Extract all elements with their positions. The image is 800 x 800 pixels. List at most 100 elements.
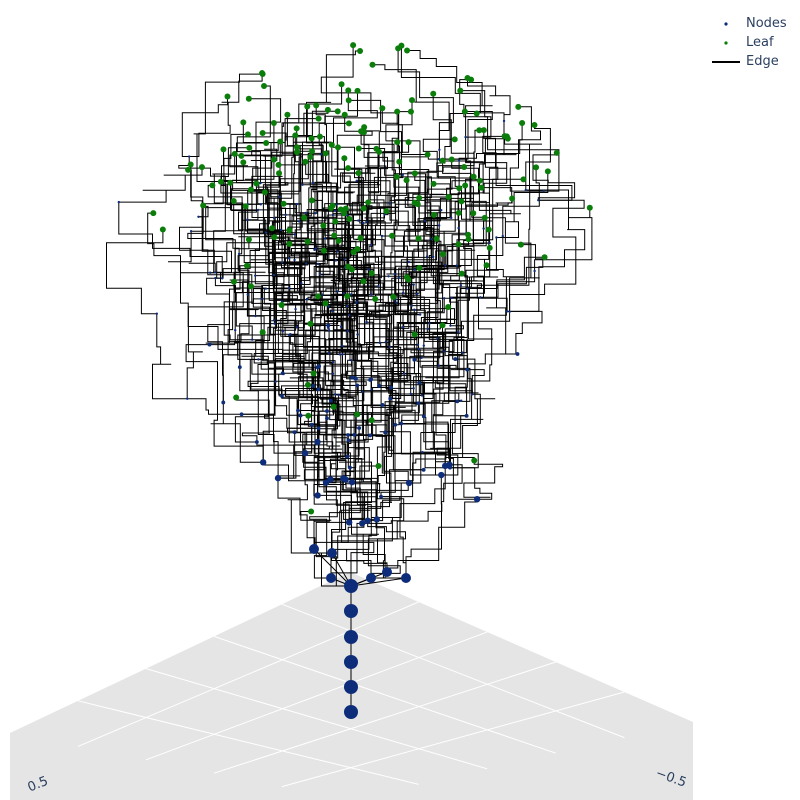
leaf-point xyxy=(369,61,376,68)
tree-edge xyxy=(448,311,511,402)
tree-edge xyxy=(311,110,338,250)
node-point xyxy=(341,344,344,348)
node-point xyxy=(327,548,337,558)
leaf-point xyxy=(294,144,301,151)
leaf-point xyxy=(230,278,237,285)
tree-edge xyxy=(341,99,402,215)
leaf-point xyxy=(328,141,335,148)
node-point xyxy=(446,461,453,468)
node-point xyxy=(297,220,301,223)
legend-item-leaf[interactable]: Leaf xyxy=(706,33,787,52)
leaf-point xyxy=(456,185,463,192)
leaf-point xyxy=(517,241,524,248)
node-point xyxy=(341,353,344,356)
leaf-point xyxy=(307,153,314,160)
tree-edge xyxy=(329,385,363,483)
node-point xyxy=(393,272,396,276)
leaf-point xyxy=(277,138,284,145)
node-point xyxy=(274,474,282,482)
node-point xyxy=(437,157,440,161)
leaf-point xyxy=(346,216,353,223)
leaf-point xyxy=(338,81,345,88)
node-point xyxy=(327,305,330,308)
leaf-point xyxy=(227,179,234,186)
node-point xyxy=(293,233,297,236)
node-point xyxy=(331,309,334,313)
tree-edge xyxy=(250,358,283,396)
tree-edge xyxy=(296,128,356,215)
legend-item-edge[interactable]: Edge xyxy=(706,52,787,71)
leaf-point xyxy=(393,173,400,180)
floor-grid-line xyxy=(281,691,625,788)
tree-edge xyxy=(388,228,476,277)
node-point xyxy=(343,258,346,261)
leaf-point xyxy=(541,254,548,261)
leaf-point xyxy=(345,120,352,127)
tree-edge xyxy=(273,214,345,321)
tree-edge xyxy=(348,167,385,222)
tree-edge xyxy=(351,261,443,378)
node-point xyxy=(311,383,315,388)
leaf-point xyxy=(301,214,308,221)
tree-edge xyxy=(450,393,481,469)
node-point xyxy=(259,203,262,206)
leaf-point xyxy=(240,159,247,166)
leaf-point xyxy=(368,417,375,424)
tree-edge xyxy=(482,135,573,201)
node-point xyxy=(403,372,406,375)
tree-edge xyxy=(187,205,240,254)
node-point xyxy=(254,314,257,318)
node-point xyxy=(370,293,373,296)
node-point xyxy=(331,372,335,375)
node-point xyxy=(420,356,423,360)
node-point xyxy=(410,304,414,307)
legend-item-nodes[interactable]: Nodes xyxy=(706,14,787,33)
node-point xyxy=(334,259,338,262)
node-point xyxy=(186,397,189,400)
node-point xyxy=(505,310,509,313)
tree-edge xyxy=(430,400,458,465)
trunk-node xyxy=(344,630,358,644)
tree-edge xyxy=(106,229,164,315)
node-point xyxy=(296,408,300,413)
node-point xyxy=(471,393,474,396)
leaf-point xyxy=(404,47,411,54)
leaf-point xyxy=(230,198,237,205)
leaf-point xyxy=(439,157,446,164)
leaf-point xyxy=(224,93,231,100)
node-point xyxy=(329,398,333,403)
tree-edge xyxy=(439,273,462,353)
leaf-point xyxy=(276,170,283,177)
tree-edge xyxy=(384,111,421,216)
node-point xyxy=(450,296,453,300)
node-point xyxy=(443,350,446,353)
leaf-point xyxy=(335,237,342,244)
tree-edge xyxy=(179,169,216,273)
leaf-point xyxy=(324,106,331,113)
leaf-point xyxy=(461,108,468,115)
leaf-point xyxy=(350,42,357,49)
node-point xyxy=(443,297,446,300)
tree-edge xyxy=(496,171,549,238)
node-point xyxy=(437,364,440,367)
node-point xyxy=(350,359,353,362)
node-point xyxy=(395,301,398,304)
tree-edge xyxy=(325,414,359,483)
leaf-point xyxy=(231,150,238,157)
node-point xyxy=(189,230,193,233)
tree-edge xyxy=(367,520,406,578)
node-point xyxy=(234,328,237,332)
node-point xyxy=(314,492,321,499)
leaf-point xyxy=(533,164,540,171)
tree-edge xyxy=(437,338,471,402)
node-point xyxy=(380,403,385,407)
tree-edge xyxy=(411,305,465,389)
leaf-point xyxy=(315,115,322,122)
leaf-point xyxy=(200,202,207,209)
node-point xyxy=(464,135,467,139)
tree-edge xyxy=(328,306,358,378)
tree-edge xyxy=(350,577,407,587)
tree-edge xyxy=(435,228,485,267)
tree-edge xyxy=(379,424,442,476)
node-point xyxy=(326,323,331,328)
